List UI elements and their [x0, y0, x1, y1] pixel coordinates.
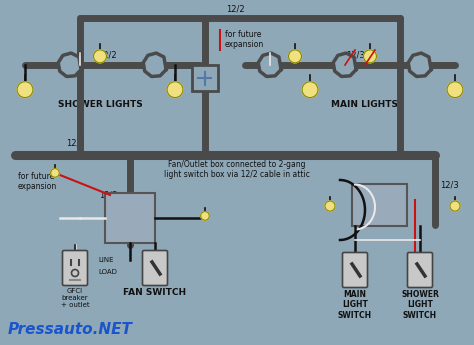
Text: Pressauto.NET: Pressauto.NET — [8, 322, 133, 337]
Bar — [292, 50, 298, 54]
Bar — [307, 82, 313, 87]
Text: 12/2: 12/2 — [100, 190, 118, 199]
Polygon shape — [143, 53, 166, 77]
Bar — [453, 201, 457, 204]
Circle shape — [450, 201, 460, 211]
FancyBboxPatch shape — [63, 250, 88, 286]
Circle shape — [302, 82, 318, 98]
Text: for future
expansion: for future expansion — [225, 30, 264, 49]
Polygon shape — [258, 53, 281, 77]
Bar — [353, 184, 408, 226]
Text: 12/3: 12/3 — [346, 51, 365, 60]
Bar — [367, 50, 373, 54]
Bar — [452, 82, 458, 87]
Text: MAIN
LIGHT
SWITCH: MAIN LIGHT SWITCH — [338, 290, 372, 320]
Bar — [172, 82, 178, 87]
Bar — [203, 212, 207, 214]
FancyBboxPatch shape — [408, 253, 432, 287]
FancyBboxPatch shape — [143, 250, 167, 286]
Text: 12/3: 12/3 — [440, 180, 459, 189]
Bar — [328, 201, 332, 204]
Polygon shape — [58, 53, 81, 77]
Circle shape — [196, 69, 214, 87]
Circle shape — [447, 82, 463, 98]
Bar — [192, 65, 218, 91]
Text: 12/2: 12/2 — [226, 4, 244, 13]
Bar — [54, 169, 57, 171]
Text: GFCI
breaker
+ outlet: GFCI breaker + outlet — [61, 288, 89, 308]
Polygon shape — [408, 53, 431, 77]
Text: 12/2: 12/2 — [98, 51, 116, 60]
Text: LINE: LINE — [98, 257, 113, 263]
Circle shape — [167, 82, 183, 98]
Circle shape — [17, 82, 33, 98]
Circle shape — [93, 50, 107, 63]
Circle shape — [201, 211, 210, 220]
Text: MAIN LIGHTS: MAIN LIGHTS — [331, 100, 399, 109]
Bar — [98, 50, 102, 54]
Bar — [22, 82, 28, 87]
Text: LOAD: LOAD — [98, 269, 117, 275]
Bar — [105, 193, 155, 243]
Text: SHOWER LIGHTS: SHOWER LIGHTS — [58, 100, 142, 109]
FancyBboxPatch shape — [343, 253, 367, 287]
Circle shape — [51, 169, 59, 177]
Text: SHOWER
LIGHT
SWITCH: SHOWER LIGHT SWITCH — [401, 290, 439, 320]
Circle shape — [289, 50, 301, 63]
Polygon shape — [333, 53, 356, 77]
Circle shape — [364, 50, 376, 63]
Text: Fan/Outlet box connected to 2-gang
light switch box via 12/2 cable in attic: Fan/Outlet box connected to 2-gang light… — [164, 160, 310, 179]
Circle shape — [325, 201, 335, 211]
Text: FAN SWITCH: FAN SWITCH — [123, 288, 187, 297]
Text: 12/3: 12/3 — [65, 139, 84, 148]
Text: for future
expansion: for future expansion — [18, 172, 57, 191]
